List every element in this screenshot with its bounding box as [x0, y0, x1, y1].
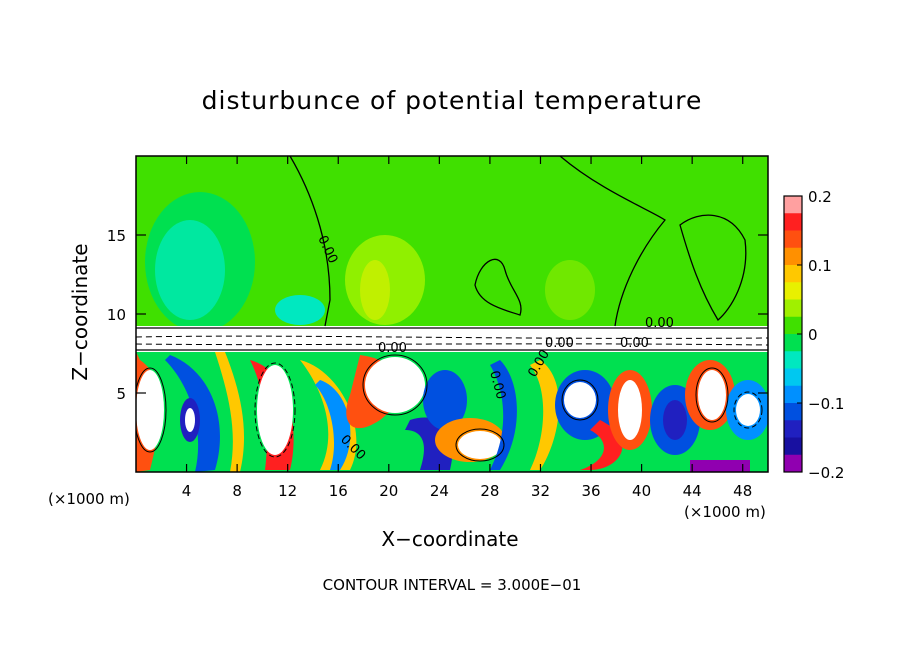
- x-tick-label: 40: [632, 482, 651, 500]
- colorbar-segment: [784, 334, 802, 352]
- x-unit-label-left: (×1000 m): [48, 490, 130, 508]
- colorbar-segment: [784, 196, 802, 214]
- x-tick-label: 24: [430, 482, 449, 500]
- x-tick-label: 12: [278, 482, 297, 500]
- x-axis-label: X−coordinate: [381, 527, 519, 551]
- contour-label: 0.00: [486, 369, 508, 401]
- colorbar-segment: [784, 299, 802, 318]
- colorbar-segment: [784, 454, 802, 473]
- x-tick-label: 4: [182, 482, 192, 500]
- colorbar-segment: [784, 265, 802, 283]
- contour-label: 0.00: [545, 336, 574, 351]
- colorbar-segment: [784, 420, 802, 438]
- colorbar-segment: [784, 230, 802, 249]
- colorbar-segment: [784, 403, 802, 421]
- x-axis-ticks: 4 8 12 16 20 24 28 32 36 40 44 48: [182, 156, 752, 500]
- colorbar-tick-label: 0.1: [808, 257, 832, 275]
- colorbar: 0.2 0.1 0 −0.1 −0.2: [783, 188, 844, 482]
- colorbar-segment: [784, 247, 802, 266]
- chart-title: disturbunce of potential temperature: [201, 86, 703, 115]
- heatmap-field: [136, 156, 768, 472]
- colorbar-segment: [784, 282, 802, 300]
- colorbar-segment: [784, 316, 802, 335]
- y-tick-label: 10: [107, 306, 126, 324]
- x-tick-label: 32: [531, 482, 550, 500]
- x-unit-label-right: (×1000 m): [684, 503, 766, 521]
- contour-label: 0.00: [645, 316, 674, 331]
- x-tick-label: 48: [733, 482, 752, 500]
- y-tick-label: 5: [116, 385, 126, 403]
- x-tick-label: 28: [480, 482, 499, 500]
- colorbar-segment: [784, 368, 802, 387]
- colorbar-tick-label: −0.2: [808, 464, 844, 482]
- x-tick-label: 36: [581, 482, 600, 500]
- contour-label: 0.00: [378, 341, 407, 356]
- colorbar-segment: [784, 437, 802, 456]
- colorbar-segment: [784, 385, 802, 404]
- colorbar-segment: [784, 351, 802, 369]
- contour-interval-note: CONTOUR INTERVAL = 3.000E−01: [322, 576, 582, 594]
- x-tick-label: 8: [232, 482, 242, 500]
- y-axis-ticks: 5 10 15: [107, 227, 768, 403]
- contour-label: 0.00: [620, 336, 649, 351]
- x-tick-label: 16: [329, 482, 348, 500]
- colorbar-tick-label: −0.1: [808, 395, 844, 413]
- colorbar-tick-label: 0: [808, 326, 818, 344]
- x-tick-label: 44: [683, 482, 702, 500]
- x-tick-label: 20: [379, 482, 398, 500]
- y-tick-label: 15: [107, 227, 126, 245]
- colorbar-tick-label: 0.2: [808, 188, 832, 206]
- colorbar-segment: [784, 213, 802, 231]
